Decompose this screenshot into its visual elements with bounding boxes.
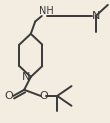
Text: N: N xyxy=(92,11,100,21)
Text: O: O xyxy=(4,91,13,101)
Text: N: N xyxy=(22,72,30,82)
Text: NH: NH xyxy=(39,6,54,16)
Text: O: O xyxy=(40,91,48,101)
